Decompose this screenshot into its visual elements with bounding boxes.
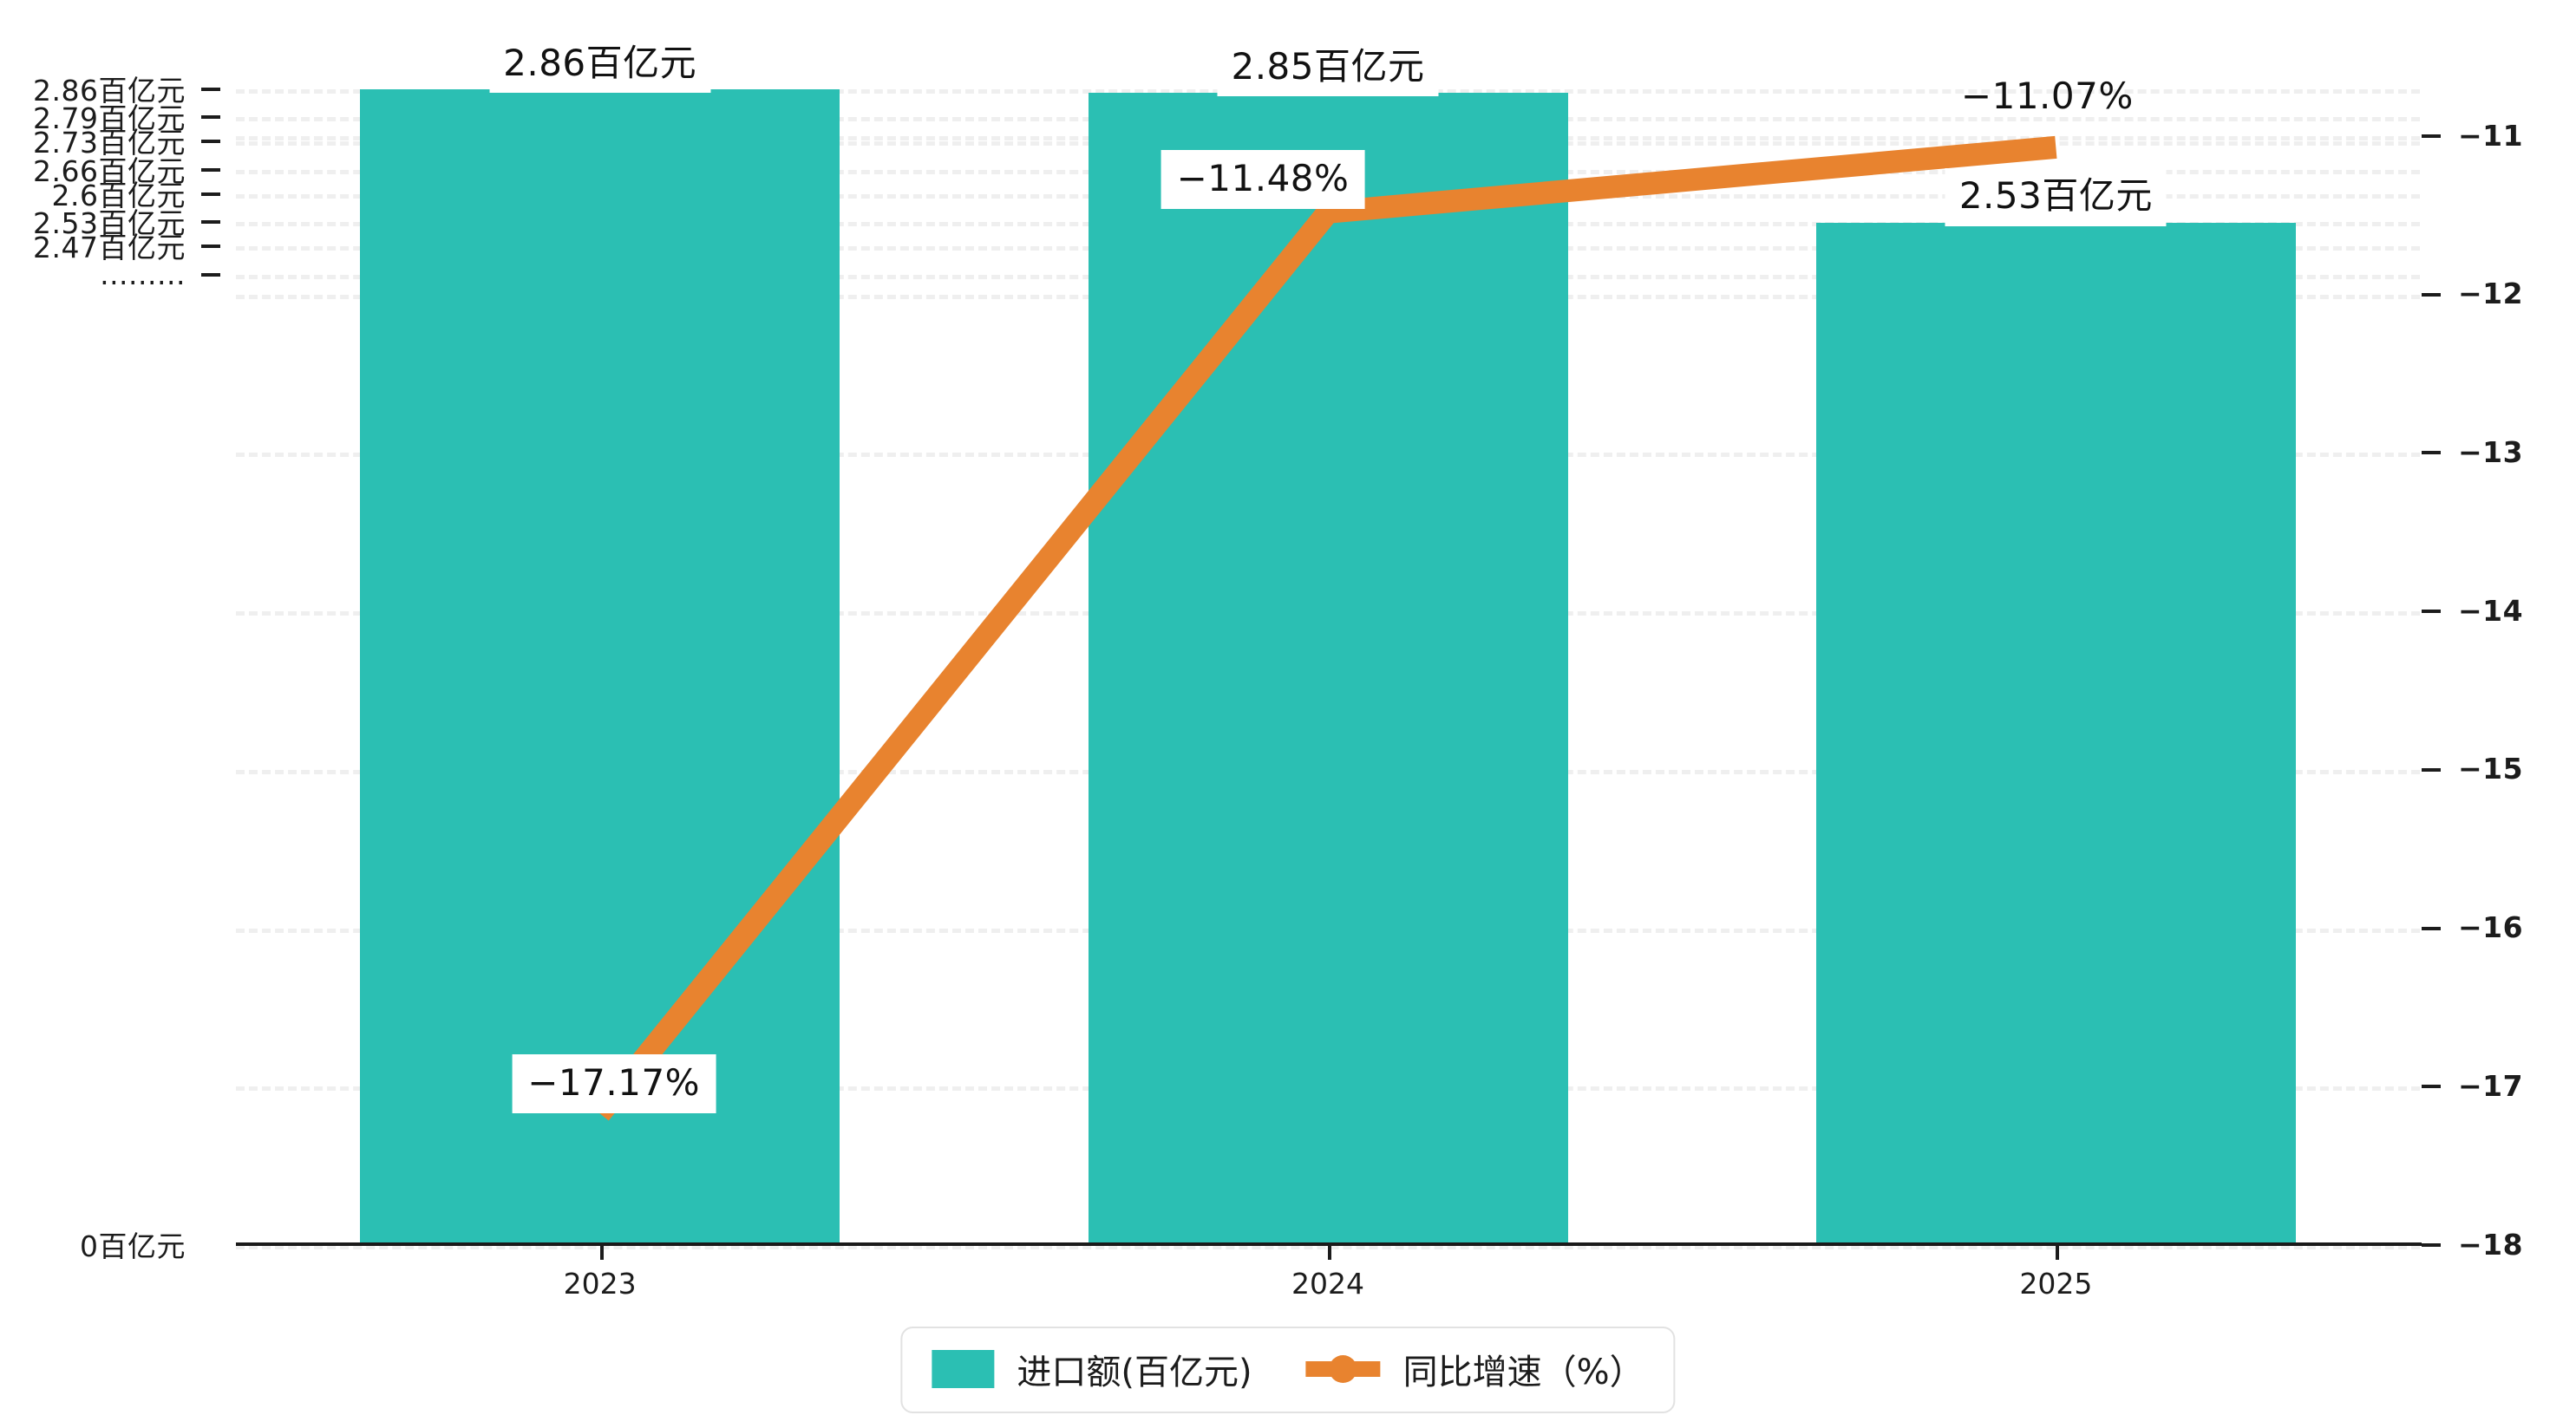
bar-value-label-2024: 2.85百亿元: [1217, 39, 1439, 97]
y-axis-right-tick-label: −11: [2458, 118, 2524, 153]
bar-value-label-2023: 2.86百亿元: [489, 35, 711, 93]
y-axis-left-tick-label: 2.53百亿元: [33, 206, 186, 241]
y-axis-right-tick-mark: [2422, 134, 2441, 139]
chart-legend[interactable]: 进口额(百亿元) 同比增速（%）: [900, 1327, 1676, 1413]
y-axis-right-tick-label: −15: [2458, 752, 2524, 786]
y-axis-left-tick-mark: [201, 273, 220, 277]
bar-2025[interactable]: [1815, 222, 2296, 1245]
y-axis-left-tick-label: 2.66百亿元: [33, 153, 186, 188]
y-axis-right-tick-mark: [2422, 610, 2441, 614]
y-axis-left-tick-mark: [201, 220, 220, 225]
x-axis-tick-label-2025: 2025: [2019, 1267, 2093, 1301]
y-axis-left-tick-label: 0百亿元: [80, 1229, 186, 1263]
y-axis-left-tick-label: 2.6百亿元: [51, 178, 186, 212]
y-axis-left-tick-mark: [201, 167, 220, 172]
y-axis-right-tick-mark: [2422, 767, 2441, 772]
bar-2024[interactable]: [1088, 93, 1568, 1245]
y-axis-right-tick-mark: [2422, 1085, 2441, 1089]
y-axis-left-tick-label: 2.86百亿元: [33, 73, 186, 108]
x-axis-tick-mark: [1328, 1242, 1331, 1260]
line-value-label-2023: −17.17%: [512, 1054, 716, 1114]
y-axis-left-tick-label: 2.73百亿元: [33, 126, 186, 160]
y-axis-right-tick-label: −14: [2458, 593, 2524, 628]
legend-label-line: 同比增速（%）: [1402, 1353, 1644, 1392]
y-axis-right-tick-label: −18: [2458, 1227, 2524, 1262]
y-axis-right-tick-mark: [2422, 292, 2441, 297]
legend-label-bar: 进口额(百亿元): [1017, 1353, 1252, 1392]
y-axis-left-tick-mark: [201, 140, 220, 144]
x-axis-tick-label-2023: 2023: [563, 1267, 637, 1301]
y-axis-right-tick-label: −17: [2458, 1068, 2524, 1103]
legend-bar-swatch-icon: [932, 1350, 995, 1388]
y-axis-left-tick-label: .........: [100, 257, 186, 291]
y-axis-left-tick-label: 2.47百亿元: [33, 231, 186, 265]
line-value-label-2025: −11.07%: [1960, 74, 2134, 117]
y-axis-right-tick-label: −13: [2458, 434, 2524, 469]
legend-item-line[interactable]: 同比增速（%）: [1305, 1344, 1644, 1394]
x-axis-tick-mark: [599, 1242, 604, 1260]
x-axis-tick-mark: [2056, 1242, 2060, 1260]
x-axis-tick-label-2024: 2024: [1291, 1267, 1364, 1301]
y-axis-left-tick-mark: [201, 87, 220, 91]
line-value-label-2024: −11.48%: [1161, 149, 1365, 209]
y-axis-right-tick-mark: [2422, 451, 2441, 455]
y-axis-left-tick-label: 2.79百亿元: [33, 101, 186, 136]
bar-value-label-2025: 2.53百亿元: [1945, 168, 2167, 226]
legend-line-swatch-icon: [1305, 1350, 1381, 1388]
y-axis-left-tick-mark: [201, 115, 220, 120]
y-axis-right-tick-mark: [2422, 1243, 2441, 1247]
y-axis-right-tick-mark: [2422, 926, 2441, 930]
y-axis-right-tick-label: −16: [2458, 910, 2524, 945]
y-axis-left-tick-mark: [201, 245, 220, 249]
legend-item-bar[interactable]: 进口额(百亿元): [932, 1344, 1252, 1394]
y-axis-right-tick-label: −12: [2458, 277, 2524, 311]
y-axis-left-tick-mark: [201, 192, 220, 196]
